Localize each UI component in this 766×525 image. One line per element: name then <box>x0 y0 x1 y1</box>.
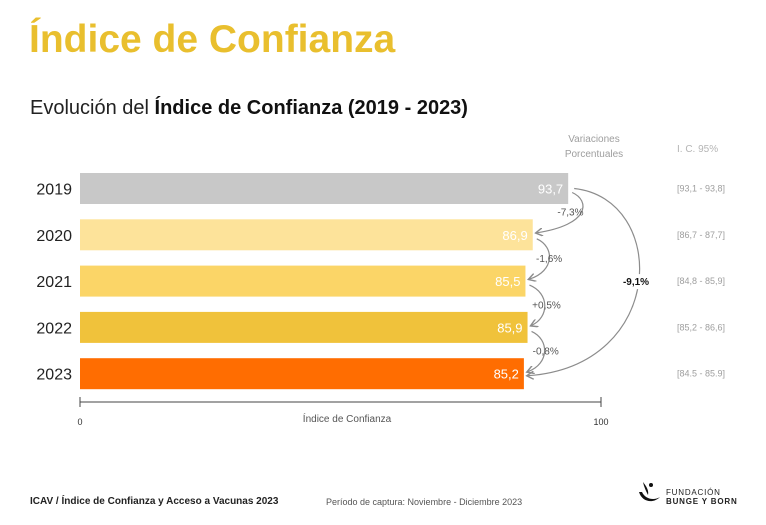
x-axis-label: Índice de Confianza <box>303 412 392 425</box>
yoy-label-1: -1,6% <box>536 254 562 265</box>
x-axis: 0 100 Índice de Confianza <box>77 397 609 427</box>
foundation-logo: FUNDACIÓN BUNGE Y BORN <box>636 480 746 510</box>
yoy-label-3: -0,8% <box>533 347 559 358</box>
foundation-logo-icon <box>639 482 660 502</box>
yoy-arrow-0 <box>537 191 584 233</box>
year-label-2022: 2022 <box>36 320 72 337</box>
bar-2019 <box>80 173 569 204</box>
foundation-logo-text: FUNDACIÓN BUNGE Y BORN <box>666 488 738 506</box>
bar-value-label-2019: 93,7 <box>538 182 563 197</box>
total-variation-label: -9,1% <box>623 277 649 288</box>
variation-arrows-group: -7,3% -1,6% +0,5% -0,8% -9,1% <box>528 187 654 376</box>
bar-2021 <box>80 265 526 297</box>
bar-value-label-2023: 85,2 <box>494 367 519 382</box>
footer-capture-period: Período de captura: Noviembre - Diciembr… <box>326 497 523 507</box>
page-title: Índice de Confianza <box>29 18 396 61</box>
yoy-label-0: -7,3% <box>557 208 583 219</box>
bar-2022 <box>80 311 528 343</box>
ci-label-2021: [84,8 - 85,9] <box>677 276 725 286</box>
logo-line1: FUNDACIÓN <box>666 488 721 497</box>
ci-label-2020: [86,7 - 87,7] <box>677 230 725 240</box>
footer-source: ICAV / Índice de Confianza y Acceso a Va… <box>30 496 279 507</box>
ci-label-2022: [85,2 - 86,6] <box>677 322 725 332</box>
variations-header-line2: Porcentuales <box>565 149 623 160</box>
subtitle-bold: Índice de Confianza (2019 - 2023) <box>154 97 468 119</box>
year-label-2019: 2019 <box>36 182 72 199</box>
yoy-arrow-1 <box>529 238 551 279</box>
ci-label-2019: [93,1 - 93,8] <box>677 184 725 194</box>
bar-value-label-2020: 86,9 <box>502 228 527 243</box>
year-label-2020: 2020 <box>36 228 72 245</box>
subtitle-prefix: Evolución del <box>30 97 155 119</box>
year-label-2021: 2021 <box>36 274 72 291</box>
year-label-2023: 2023 <box>36 367 72 384</box>
x-tick-label-0: 0 <box>77 417 82 427</box>
chart-subtitle: Evolución del Índice de Confianza (2019 … <box>30 97 468 120</box>
ci-label-2023: [84.5 - 85.9] <box>677 369 725 379</box>
bar-value-label-2022: 85,9 <box>497 320 522 335</box>
bars-group: 2019 93,7 [93,1 - 93,8] 2020 86,9 [86,7 - 87,… <box>36 173 725 390</box>
logo-line2: BUNGE Y BORN <box>666 497 738 506</box>
total-variation-label-bg <box>618 274 654 290</box>
bar-2020 <box>80 219 533 251</box>
bar-value-label-2021: 85,5 <box>495 274 520 289</box>
ci-header: I. C. 95% <box>677 144 718 155</box>
bar-2023 <box>80 358 524 390</box>
x-tick-label-100: 100 <box>593 417 608 427</box>
confidence-bar-chart: Variaciones Porcentuales I. C. 95% 2019 9… <box>36 134 725 427</box>
yoy-arrow-2 <box>529 284 546 325</box>
yoy-arrow-3 <box>528 330 546 371</box>
variations-header-line1: Variaciones <box>568 134 620 145</box>
yoy-label-2: +0,5% <box>532 300 561 311</box>
